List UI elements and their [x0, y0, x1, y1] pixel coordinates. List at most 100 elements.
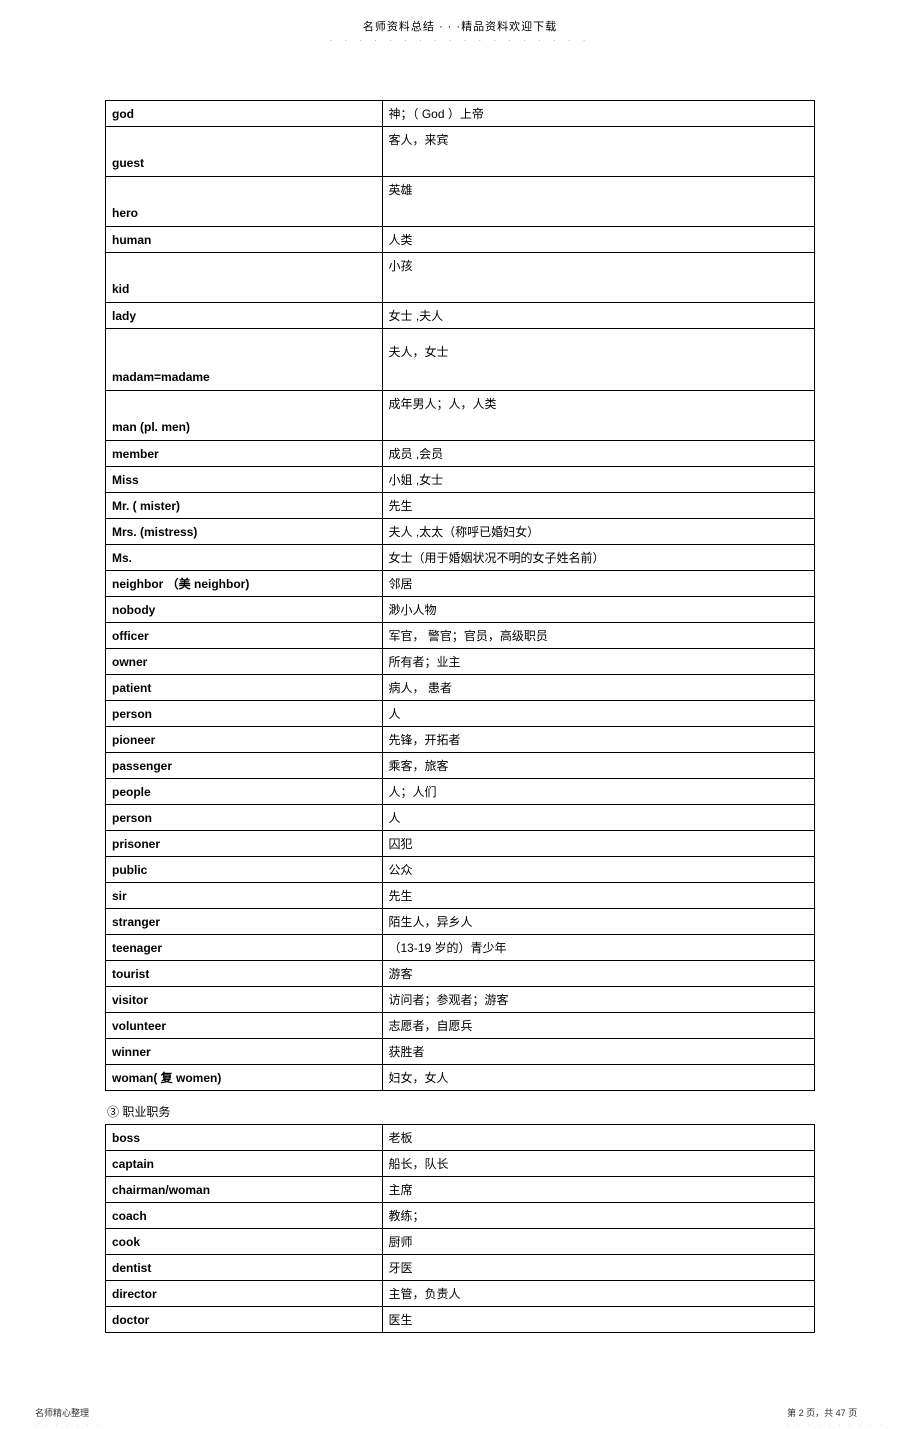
table-row: officer军官， 警官；官员，高级职员	[106, 623, 815, 649]
vocab-chinese: 女士（用于婚姻状况不明的女子姓名前）	[382, 545, 815, 571]
vocab-english: hero	[106, 177, 383, 227]
table-row: man (pl. men)成年男人；人，人类	[106, 391, 815, 441]
vocab-chinese: 老板	[382, 1125, 815, 1151]
vocab-english: owner	[106, 649, 383, 675]
vocab-english: guest	[106, 127, 383, 177]
vocab-english: volunteer	[106, 1013, 383, 1039]
vocab-chinese: 小姐 ,女士	[382, 467, 815, 493]
table-row: kid小孩	[106, 253, 815, 303]
table-row: madam=madame夫人，女士	[106, 329, 815, 391]
vocab-english: coach	[106, 1203, 383, 1229]
vocab-chinese: 人；人们	[382, 779, 815, 805]
vocab-chinese: 人	[382, 701, 815, 727]
table-row: stranger陌生人，异乡人	[106, 909, 815, 935]
vocab-english: Mrs. (mistress)	[106, 519, 383, 545]
table-row: lady女士 ,夫人	[106, 303, 815, 329]
vocab-english: public	[106, 857, 383, 883]
vocab-chinese: 医生	[382, 1307, 815, 1333]
table-row: god神；（ God ）上帝	[106, 101, 815, 127]
table-row: public公众	[106, 857, 815, 883]
header-title: 名师资料总结 · · ·精品资料欢迎下载	[0, 18, 920, 34]
table-row: doctor医生	[106, 1307, 815, 1333]
vocab-english: man (pl. men)	[106, 391, 383, 441]
table-row: guest客人，来宾	[106, 127, 815, 177]
vocab-chinese: 牙医	[382, 1255, 815, 1281]
vocab-english: stranger	[106, 909, 383, 935]
vocab-english: pioneer	[106, 727, 383, 753]
table-row: member成员 ,会员	[106, 441, 815, 467]
table-row: person人	[106, 805, 815, 831]
vocab-chinese: 公众	[382, 857, 815, 883]
vocab-chinese: 英雄	[382, 177, 815, 227]
table-row: people人；人们	[106, 779, 815, 805]
vocab-english: woman( 复 women)	[106, 1065, 383, 1091]
vocab-chinese: 邻居	[382, 571, 815, 597]
footer-left-dots: · · · · · · ·	[35, 1422, 102, 1429]
vocab-chinese: 厨师	[382, 1229, 815, 1255]
vocab-chinese: 船长，队长	[382, 1151, 815, 1177]
vocab-english: madam=madame	[106, 329, 383, 391]
vocab-chinese: 病人， 患者	[382, 675, 815, 701]
vocab-english: nobody	[106, 597, 383, 623]
vocab-chinese: 小孩	[382, 253, 815, 303]
vocab-chinese: 乘客，旅客	[382, 753, 815, 779]
table-row: nobody渺小人物	[106, 597, 815, 623]
vocab-chinese: 军官， 警官；官员，高级职员	[382, 623, 815, 649]
table-row: sir先生	[106, 883, 815, 909]
vocab-english: boss	[106, 1125, 383, 1151]
footer-left: 名师精心整理 · · · · · · ·	[35, 1406, 102, 1429]
table-row: dentist牙医	[106, 1255, 815, 1281]
vocab-english: tourist	[106, 961, 383, 987]
vocab-english: people	[106, 779, 383, 805]
vocab-english: passenger	[106, 753, 383, 779]
vocab-english: kid	[106, 253, 383, 303]
table-row: visitor访问者；参观者；游客	[106, 987, 815, 1013]
vocab-chinese: 教练；	[382, 1203, 815, 1229]
vocab-chinese: 成年男人；人，人类	[382, 391, 815, 441]
vocab-chinese: 先生	[382, 493, 815, 519]
vocab-chinese: 人类	[382, 227, 815, 253]
table-row: cook厨师	[106, 1229, 815, 1255]
table-row: human人类	[106, 227, 815, 253]
vocab-chinese: 志愿者，自愿兵	[382, 1013, 815, 1039]
vocab-english: chairman/woman	[106, 1177, 383, 1203]
vocab-english: person	[106, 805, 383, 831]
vocab-english: person	[106, 701, 383, 727]
table-row: neighbor （美 neighbor)邻居	[106, 571, 815, 597]
table-row: person人	[106, 701, 815, 727]
table-row: captain船长，队长	[106, 1151, 815, 1177]
vocab-english: captain	[106, 1151, 383, 1177]
header-dots: · · · · · · · · · · · · · · · · · ·	[0, 36, 920, 45]
table-row: owner所有者；业主	[106, 649, 815, 675]
footer-right-text: 第 2 页，共 47 页	[787, 1408, 857, 1418]
page-header: 名师资料总结 · · ·精品资料欢迎下载 · · · · · · · · · ·…	[0, 0, 920, 55]
table-row: hero英雄	[106, 177, 815, 227]
vocab-chinese: 神；（ God ）上帝	[382, 101, 815, 127]
vocab-chinese: 主席	[382, 1177, 815, 1203]
vocab-english: patient	[106, 675, 383, 701]
vocab-chinese: 陌生人，异乡人	[382, 909, 815, 935]
table-row: Mr. ( mister)先生	[106, 493, 815, 519]
footer-right: 第 2 页，共 47 页 · · · · · · · · · ·	[787, 1406, 885, 1429]
vocab-english: dentist	[106, 1255, 383, 1281]
table-row: volunteer志愿者，自愿兵	[106, 1013, 815, 1039]
vocab-english: cook	[106, 1229, 383, 1255]
vocab-english: lady	[106, 303, 383, 329]
table-row: tourist游客	[106, 961, 815, 987]
footer-right-dots: · · · · · · · · · ·	[787, 1422, 885, 1429]
vocab-chinese: 女士 ,夫人	[382, 303, 815, 329]
vocab-chinese: 妇女，女人	[382, 1065, 815, 1091]
table-row: woman( 复 women)妇女，女人	[106, 1065, 815, 1091]
vocab-english: sir	[106, 883, 383, 909]
vocab-english: prisoner	[106, 831, 383, 857]
table-row: chairman/woman主席	[106, 1177, 815, 1203]
table-row: boss老板	[106, 1125, 815, 1151]
table-row: patient病人， 患者	[106, 675, 815, 701]
vocab-chinese: 获胜者	[382, 1039, 815, 1065]
vocab-chinese: 渺小人物	[382, 597, 815, 623]
vocab-table-2: boss老板captain船长，队长chairman/woman主席coach教…	[105, 1124, 815, 1333]
vocab-english: doctor	[106, 1307, 383, 1333]
vocab-english: god	[106, 101, 383, 127]
vocab-chinese: 夫人 ,太太（称呼已婚妇女）	[382, 519, 815, 545]
table-row: teenager（13-19 岁的）青少年	[106, 935, 815, 961]
